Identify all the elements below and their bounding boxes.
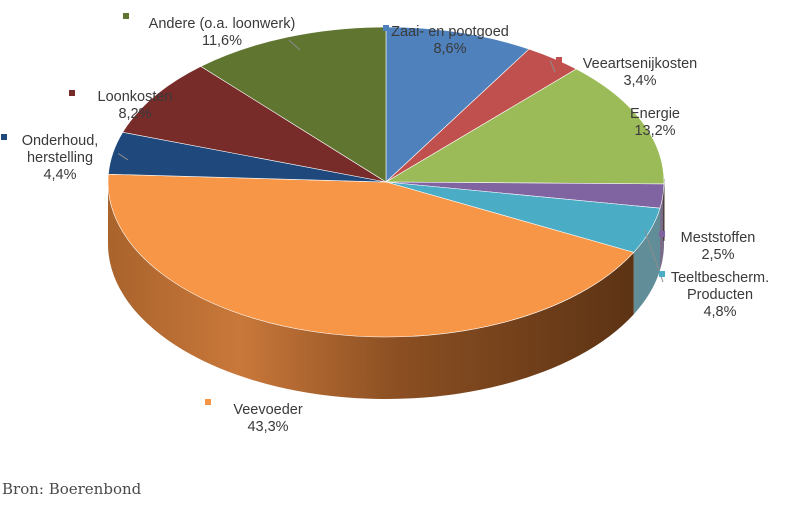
legend-marker-3 bbox=[659, 231, 665, 237]
legend-marker-7 bbox=[69, 90, 75, 96]
slice-value-0: 8,6% bbox=[433, 41, 466, 57]
slice-name-2: Energie bbox=[630, 106, 680, 122]
slice-name-6: Onderhoud, bbox=[22, 133, 99, 149]
legend-marker-1 bbox=[556, 57, 562, 63]
slice-value-4: 4,8% bbox=[703, 304, 736, 320]
pie-slice-0 bbox=[385, 26, 530, 183]
slice-value-5: 43,3% bbox=[247, 419, 288, 435]
slice-value-2: 13,2% bbox=[634, 123, 675, 139]
pie-slice-5 bbox=[107, 173, 635, 338]
slice-name-3: Meststoffen bbox=[681, 230, 756, 246]
slice-name-4: Producten bbox=[687, 287, 753, 303]
slice-value-3: 2,5% bbox=[701, 247, 734, 263]
legend-marker-5 bbox=[205, 399, 211, 405]
legend-marker-8 bbox=[123, 13, 129, 19]
pie-slices bbox=[107, 26, 665, 338]
slice-label-8: Andere (o.a. loonwerk)11,6% bbox=[123, 13, 295, 49]
leader-line-6 bbox=[118, 153, 129, 161]
slice-value-6: 4,4% bbox=[43, 167, 76, 183]
slice-value-8: 11,6% bbox=[202, 33, 242, 49]
slice-name-7: Loonkosten bbox=[98, 89, 173, 105]
leader-line-8 bbox=[288, 39, 301, 51]
slice-value-7: 8,2% bbox=[118, 106, 151, 122]
source-note: Bron: Boerenbond bbox=[2, 480, 142, 498]
slice-value-1: 3,4% bbox=[623, 73, 656, 89]
slice-name-8: Andere (o.a. loonwerk) bbox=[149, 16, 296, 32]
leader-line-1 bbox=[549, 60, 556, 73]
pie-slice-8 bbox=[200, 26, 387, 183]
pie-side-5 bbox=[108, 182, 634, 400]
pie-slice-2 bbox=[384, 68, 665, 185]
slice-name-5: Veevoeder bbox=[233, 402, 303, 418]
legend-marker-4 bbox=[659, 271, 665, 277]
slice-name-4: Teeltbescherm. bbox=[671, 270, 769, 286]
slice-name-0: Zaai- en pootgoed bbox=[391, 24, 509, 40]
slice-name-6: herstelling bbox=[27, 150, 93, 166]
pie-side-4 bbox=[633, 208, 661, 315]
slice-name-1: Veeartsenijkosten bbox=[583, 56, 697, 72]
legend-marker-6 bbox=[1, 134, 7, 140]
legend-marker-2 bbox=[614, 107, 620, 113]
pie-slice-7 bbox=[122, 66, 387, 183]
legend-marker-0 bbox=[383, 25, 389, 31]
